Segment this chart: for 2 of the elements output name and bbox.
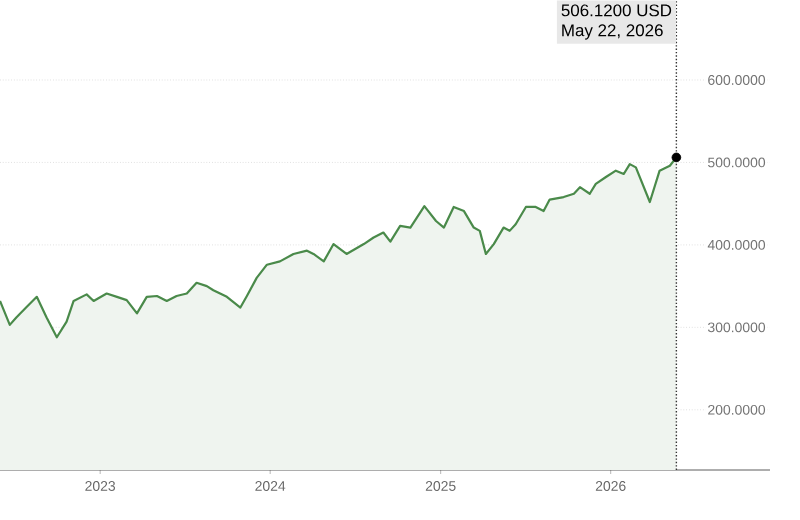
annotation: May 22, 2026	[562, 24, 663, 40]
annotation: 506.1200 USD	[561, 4, 672, 17]
